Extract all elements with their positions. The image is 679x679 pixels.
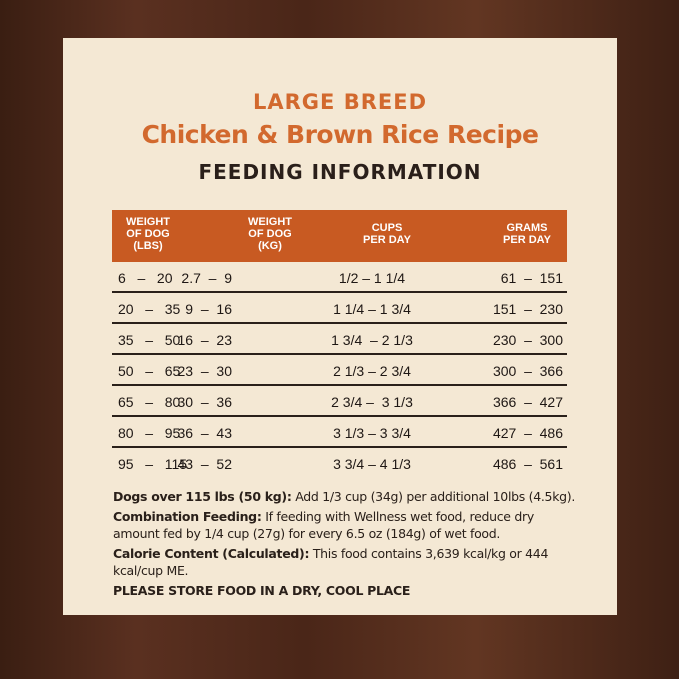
table-cell: 230 – 300	[492, 332, 563, 348]
header-grams: GRAMS PER DAY	[503, 222, 551, 246]
table-row: 80 – 95 36 – 43 3 1/3 – 3 3/4 427 – 486	[112, 417, 567, 448]
table-cell: 1 1/4 – 1 3/4	[333, 301, 411, 317]
note-storage: PLEASE STORE FOOD IN A DRY, COOL PLACE	[113, 583, 411, 598]
table-cell: 2 1/3 – 2 3/4	[333, 363, 411, 379]
table-cell: 1/2 – 1 1/4	[338, 270, 406, 286]
table-cell: 80 – 95	[118, 425, 181, 441]
table-cell: 61 – 151	[500, 270, 563, 286]
table-cell: 2 3/4 – 3 1/3	[331, 394, 413, 410]
table-row: 65 – 80 30 – 36 2 3/4 – 3 1/3 366 – 427	[112, 386, 567, 417]
table-cell: 35 – 50	[118, 332, 181, 348]
table-cell: 300 – 366	[492, 363, 563, 379]
table-cell: 23 – 30	[177, 363, 233, 379]
table-cell: 30 – 36	[177, 394, 233, 410]
table-cell: 65 – 80	[118, 394, 181, 410]
header-kg: WEIGHT OF DOG (KG)	[248, 216, 292, 252]
table-cell: 3 3/4 – 4 1/3	[333, 456, 411, 472]
table-cell: 486 – 561	[492, 456, 563, 472]
table-cell: 2.7 – 9	[181, 270, 232, 286]
table-cell: 366 – 427	[492, 394, 563, 410]
table-cell: 95 – 115	[118, 456, 188, 472]
table-cell: 3 1/3 – 3 3/4	[333, 425, 411, 441]
table-cell: 1 3/4 – 2 1/3	[331, 332, 413, 348]
table-cell: 50 – 65	[118, 363, 181, 379]
table-cell: 20 – 35	[118, 301, 181, 317]
table-cell: 427 – 486	[492, 425, 563, 441]
breed-title: LARGE BREED	[253, 90, 427, 114]
feeding-table: WEIGHT OF DOG (LBS) WEIGHT OF DOG (KG) C…	[112, 210, 567, 479]
table-cell: 43 – 52	[177, 456, 233, 472]
table-cell: 6 – 20	[118, 270, 173, 286]
recipe-title: Chicken & Brown Rice Recipe	[141, 120, 539, 149]
table-cell: 16 – 23	[177, 332, 233, 348]
table-row: 50 – 65 23 – 30 2 1/3 – 2 3/4 300 – 366	[112, 355, 567, 386]
table-row: 35 – 50 16 – 23 1 3/4 – 2 1/3 230 – 300	[112, 324, 567, 355]
table-cell: 9 – 16	[185, 301, 232, 317]
note-combo: Combination Feeding: If feeding with Wel…	[113, 509, 534, 541]
table-row: 95 – 115 43 – 52 3 3/4 – 4 1/3 486 – 561	[112, 448, 567, 479]
feeding-panel: LARGE BREED Chicken & Brown Rice Recipe …	[63, 38, 617, 615]
table-cell: 36 – 43	[177, 425, 233, 441]
table-row: 20 – 35 9 – 16 1 1/4 – 1 3/4 151 – 230	[112, 293, 567, 324]
notes: Dogs over 115 lbs (50 kg): Add 1/3 cup (…	[113, 488, 583, 602]
note-calorie: Calorie Content (Calculated): This food …	[113, 546, 549, 578]
table-cell: 151 – 230	[492, 301, 563, 317]
header-cups: CUPS PER DAY	[363, 222, 411, 246]
table-row: 6 – 20 2.7 – 9 1/2 – 1 1/4 61 – 151	[112, 262, 567, 293]
section-title: FEEDING INFORMATION	[198, 160, 482, 184]
table-header: WEIGHT OF DOG (LBS) WEIGHT OF DOG (KG) C…	[112, 210, 567, 262]
header-lbs: WEIGHT OF DOG (LBS)	[126, 216, 170, 252]
note-over: Dogs over 115 lbs (50 kg): Add 1/3 cup (…	[113, 489, 576, 504]
